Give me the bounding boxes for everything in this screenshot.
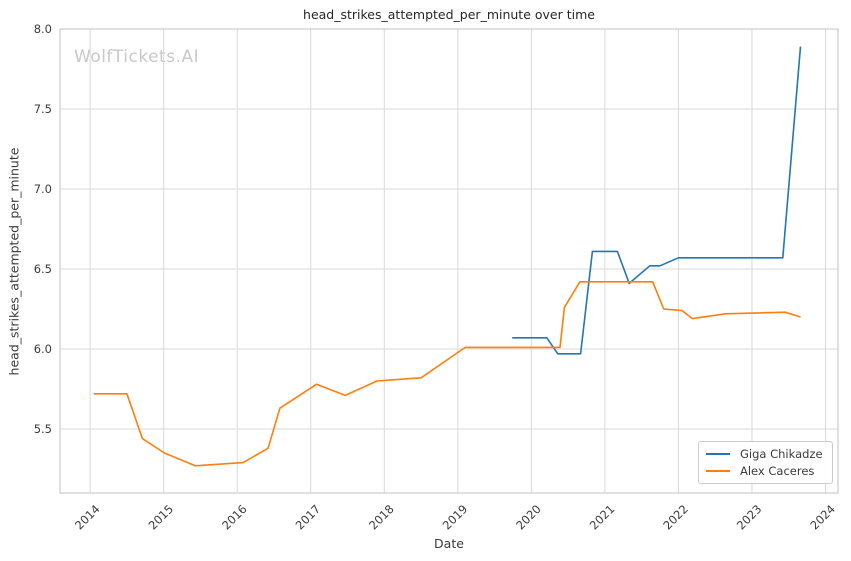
y-tick-label: 6.0: [34, 342, 52, 356]
x-tick-label: 2023: [734, 502, 765, 533]
x-axis-label: Date: [434, 536, 464, 551]
plot-border: [59, 28, 839, 494]
x-tick-label: 2018: [366, 502, 397, 533]
x-tick-label: 2015: [146, 502, 177, 533]
series-line-giga-chikadze: [512, 46, 802, 355]
x-tick-label: 2020: [513, 502, 544, 533]
series-line-alex-caceres: [93, 280, 801, 467]
x-tick-label: 2014: [72, 502, 103, 533]
legend-label: Alex Caceres: [740, 463, 815, 478]
watermark: WolfTickets.AI: [74, 47, 200, 67]
legend-swatch-alex-caceres: [706, 469, 730, 472]
x-tick-label: 2017: [293, 502, 324, 533]
x-tick-label: 2016: [219, 502, 250, 533]
legend-item: Giga Chikadze: [706, 445, 823, 462]
x-tick-label: 2019: [440, 502, 471, 533]
y-tick-label: 5.5: [34, 422, 52, 436]
chart-title: head_strikes_attempted_per_minute over t…: [303, 7, 595, 22]
y-tick-label: 7.5: [34, 102, 52, 116]
y-tick-label: 7.0: [34, 182, 52, 196]
legend-label: Giga Chikadze: [740, 446, 823, 461]
y-axis-label: head_strikes_attempted_per_minute: [6, 147, 22, 376]
legend: Giga Chikadze Alex Caceres: [698, 441, 833, 484]
x-tick-label: 2022: [660, 502, 691, 533]
x-tick-label: 2021: [587, 502, 618, 533]
legend-item: Alex Caceres: [706, 462, 823, 479]
legend-swatch-giga-chikadze: [706, 452, 730, 455]
y-tick-label: 6.5: [34, 262, 52, 276]
x-tick-label: 2024: [807, 502, 838, 533]
plot-area: [60, 29, 838, 493]
y-tick-label: 8.0: [34, 22, 52, 36]
